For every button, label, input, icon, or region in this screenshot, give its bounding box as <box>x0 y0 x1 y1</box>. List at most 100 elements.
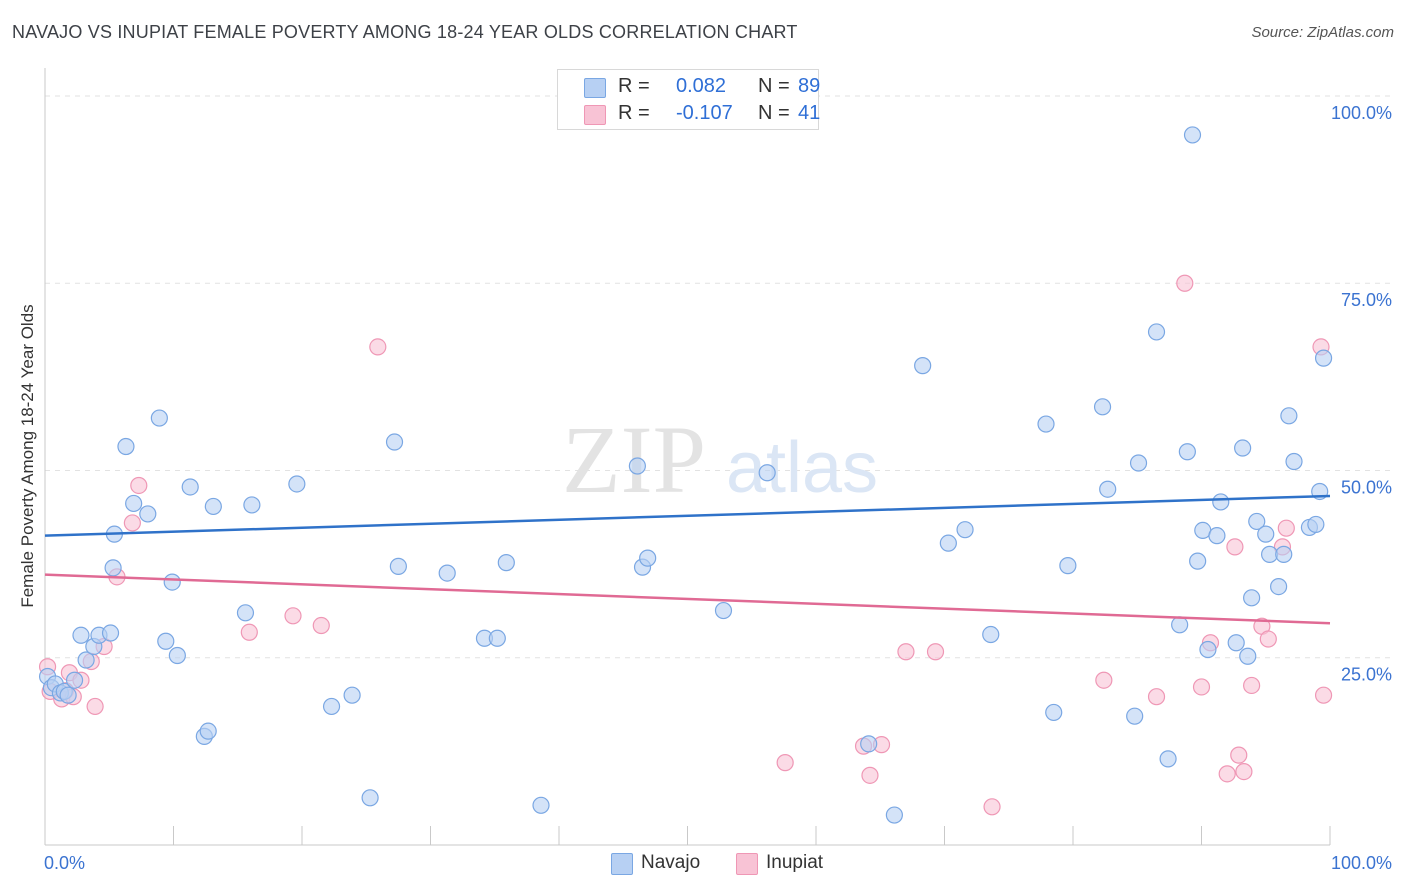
trend-lines <box>44 494 1331 625</box>
navajo-point <box>532 796 550 814</box>
legend-n-value: 41 <box>798 102 821 124</box>
inupiat-point <box>1259 630 1277 648</box>
navajo-point <box>288 475 306 493</box>
navajo-point <box>125 494 143 513</box>
navajo-point <box>385 433 404 451</box>
navajo-point <box>438 564 456 582</box>
navajo-legend-label: Navajo <box>641 852 701 873</box>
navajo-point <box>104 559 122 577</box>
x-tick-label-max: 100.0% <box>1331 853 1392 873</box>
navajo-point <box>1269 577 1288 596</box>
navajo-point <box>157 632 175 650</box>
navajo-point <box>714 601 733 620</box>
navajo-point <box>343 686 361 704</box>
inupiat-point <box>1095 671 1113 689</box>
navajo-point <box>860 735 878 753</box>
navajo-point <box>181 478 199 496</box>
navajo-point <box>1045 703 1063 722</box>
tick-labels: 25.0% 50.0% 75.0% 100.0% 0.0% 100.0% <box>44 103 1392 873</box>
navajo-point <box>1275 545 1293 563</box>
navajo-point <box>361 789 379 807</box>
navajo-point <box>488 629 506 647</box>
x-tick-label-min: 0.0% <box>44 853 85 873</box>
navajo-point <box>1212 493 1230 511</box>
navajo-point <box>758 464 776 482</box>
navajo-point <box>982 625 1000 644</box>
inupiat-point <box>1218 765 1236 783</box>
navajo-point <box>139 505 157 523</box>
navajo-point <box>1285 452 1303 471</box>
navajo-point <box>628 457 646 475</box>
navajo-point <box>163 573 181 591</box>
navajo-point <box>956 521 974 539</box>
navajo-point <box>1126 707 1144 725</box>
navajo-swatch <box>584 78 606 98</box>
navajo-point <box>1178 443 1196 461</box>
inupiat-point <box>284 607 302 625</box>
inupiat-point <box>1235 762 1253 781</box>
navajo-point <box>1099 480 1117 498</box>
inupiat-legend-swatch <box>736 853 758 875</box>
navajo-point <box>199 722 217 740</box>
navajo-point <box>1171 616 1189 634</box>
legend-r-value: 0.082 <box>676 75 727 97</box>
navajo-point <box>322 697 341 716</box>
inupiat-point <box>130 476 148 495</box>
inupiat-point <box>369 338 387 356</box>
navajo-point <box>65 671 84 689</box>
navajo-point <box>1239 647 1257 665</box>
navajo-point <box>1227 634 1245 652</box>
navajo-point <box>150 409 168 427</box>
navajo-point <box>1093 398 1112 416</box>
navajo-point <box>1307 515 1325 534</box>
navajo-point <box>1147 323 1166 341</box>
navajo-point <box>1129 454 1148 472</box>
watermark-atlas: atlas <box>726 428 878 508</box>
legend-r-label: R = <box>618 102 650 124</box>
inupiat-point <box>1176 274 1194 292</box>
navajo-point <box>939 534 957 552</box>
navajo-point <box>639 549 657 567</box>
inupiat-point <box>861 766 879 784</box>
navajo-point <box>1257 525 1275 543</box>
inupiat-point <box>1230 746 1248 764</box>
y-tick-label: 100.0% <box>1331 103 1392 123</box>
inupiat-point <box>1192 678 1211 696</box>
navajo-point <box>497 554 515 572</box>
inupiat-swatch <box>584 105 606 125</box>
legend-n-value: 89 <box>798 75 821 97</box>
inupiat-point <box>1226 538 1244 556</box>
navajo-point <box>1189 552 1207 570</box>
navajo-point <box>168 646 186 665</box>
inupiat-point <box>1243 676 1261 695</box>
navajo-legend-swatch <box>611 853 633 875</box>
navajo-point <box>236 604 255 622</box>
inupiat-point <box>1147 688 1166 706</box>
inupiat-point <box>897 643 915 661</box>
navajo-point <box>101 624 120 642</box>
legend-n-label: N = <box>758 102 790 124</box>
inupiat-trend-line <box>44 573 1331 625</box>
inupiat-point <box>86 697 104 716</box>
y-tick-label: 25.0% <box>1341 665 1392 685</box>
navajo-point <box>914 357 932 375</box>
grid-lines <box>45 95 1392 659</box>
navajo-point <box>885 806 903 824</box>
navajo-point <box>1208 527 1226 545</box>
y-axis-title: Female Poverty Among 18-24 Year Olds <box>18 304 37 608</box>
inupiat-point <box>776 754 794 772</box>
chart-title: NAVAJO VS INUPIAT FEMALE POVERTY AMONG 1… <box>12 22 798 42</box>
legend-r-label: R = <box>618 75 650 97</box>
axes <box>44 68 1331 846</box>
y-tick-label: 75.0% <box>1341 290 1392 310</box>
navajo-point <box>1199 640 1217 659</box>
navajo-point <box>1059 557 1077 575</box>
inupiat-point <box>1277 519 1295 537</box>
legend-r-value: -0.107 <box>676 102 733 124</box>
navajo-point <box>1037 415 1055 433</box>
navajo-point <box>1159 750 1177 768</box>
navajo-point <box>1243 589 1261 607</box>
navajo-point <box>1314 349 1333 367</box>
navajo-point <box>243 496 261 514</box>
